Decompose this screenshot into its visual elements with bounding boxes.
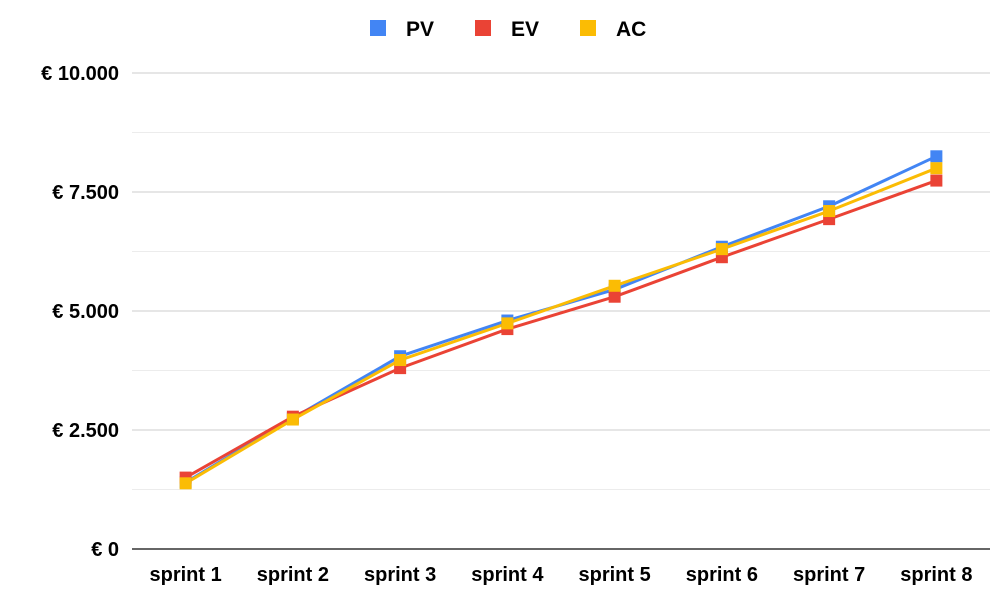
legend-label-pv: PV (406, 18, 434, 41)
series-line-ac (184, 166, 938, 485)
data-point-ac (394, 354, 407, 367)
data-point-ac (501, 317, 514, 330)
data-point-ac (930, 162, 943, 175)
x-tick-label: sprint 4 (471, 564, 544, 586)
data-point-ac (179, 477, 192, 490)
x-tick-label: sprint 1 (150, 564, 222, 586)
y-tick-label: € 10.000 (41, 63, 119, 85)
x-tick-label: sprint 8 (900, 564, 972, 586)
legend-label-ac: AC (616, 18, 646, 41)
data-point-ev (930, 174, 943, 187)
data-point-ev (608, 290, 621, 303)
legend-item-pv: PV (370, 18, 434, 41)
legend-item-ac: AC (580, 18, 646, 41)
legend-swatch-ac (580, 20, 596, 36)
legend-label-ev: EV (511, 18, 539, 41)
legend: PV EV AC (370, 18, 646, 41)
data-point-ac (823, 205, 836, 218)
y-tick-label: € 2.500 (52, 420, 119, 442)
data-point-ac (608, 279, 621, 292)
series-lines (184, 154, 938, 485)
data-point-ac (286, 413, 299, 426)
gridlines (132, 72, 990, 490)
x-tick-label: sprint 2 (257, 564, 329, 586)
x-tick-label: sprint 3 (364, 564, 436, 586)
data-point-ac (715, 243, 728, 256)
x-tick-label: sprint 6 (686, 564, 758, 586)
x-tick-label: sprint 7 (793, 564, 865, 586)
legend-swatch-pv (370, 20, 386, 36)
x-tick-label: sprint 5 (579, 564, 651, 586)
data-point-pv (930, 150, 943, 163)
legend-item-ev: EV (475, 18, 539, 41)
series-markers (179, 150, 943, 490)
y-tick-label: € 0 (91, 539, 119, 561)
y-tick-label: € 7.500 (52, 182, 119, 204)
legend-swatch-ev (475, 20, 491, 36)
axes: € 0 € 2.500 € 5.000 € 7.500 € 10.000 sprint 1… (41, 63, 990, 586)
y-tick-label: € 5.000 (52, 301, 119, 323)
